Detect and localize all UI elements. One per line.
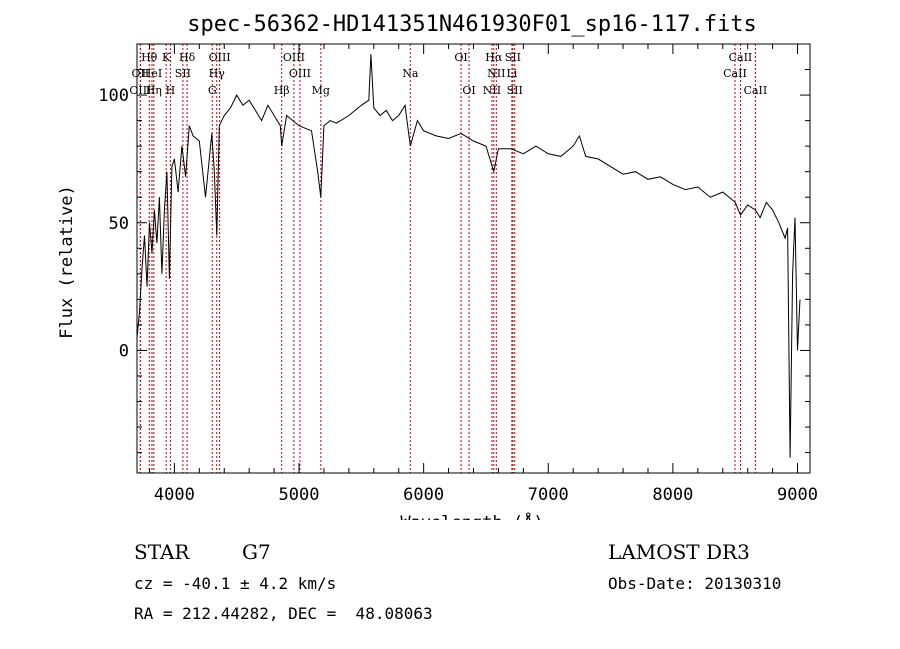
- x-tick-label: 4000: [154, 485, 195, 505]
- object-class: STAR: [134, 540, 190, 564]
- line-label-SII: SII: [505, 51, 521, 64]
- x-tick-label: 6000: [403, 485, 444, 505]
- spectrum-chart: spec-56362-HD141351N461930F01_sp16-117.f…: [57, 12, 818, 520]
- line-label-CaII: CaII: [744, 84, 768, 97]
- line-label-SII: SII: [507, 84, 523, 97]
- x-tick-label: 7000: [528, 485, 569, 505]
- x-axis-label: Wavelength (Å): [400, 511, 543, 520]
- line-label-H: H: [166, 84, 176, 97]
- y-axis-ticks: 0 50 100: [98, 43, 810, 454]
- line-label-Hδ: Hδ: [179, 51, 196, 64]
- line-label-Mg: Mg: [312, 84, 330, 97]
- line-label-CaII: CaII: [729, 51, 753, 64]
- line-label-OI: OI: [454, 51, 467, 64]
- line-label-Hθ: Hθ: [141, 51, 158, 64]
- x-axis-ticks: 4000 5000 6000 7000 8000 9000: [148, 44, 818, 505]
- survey-name: LAMOST DR3: [608, 540, 750, 564]
- line-label-OIII: OIII: [129, 84, 151, 97]
- chart-title: spec-56362-HD141351N461930F01_sp16-117.f…: [187, 12, 757, 37]
- coordinates-info: RA = 212.44282, DEC = 48.08063: [134, 604, 433, 623]
- emission-line-markers: [139, 44, 756, 473]
- plot-frame: [136, 43, 811, 474]
- y-tick-label: 50: [109, 214, 129, 234]
- line-label-Li: Li: [506, 67, 517, 80]
- line-label-HeI: HeI: [142, 67, 162, 80]
- spectrum-series-line: [136, 54, 801, 458]
- y-tick-label: 0: [119, 341, 129, 361]
- y-axis-label: Flux (relative): [57, 185, 77, 339]
- line-label-OI: OI: [462, 84, 475, 97]
- line-label-OIII: OIII: [289, 67, 311, 80]
- x-tick-label: 5000: [279, 485, 320, 505]
- line-label-OIII: OIII: [283, 51, 305, 64]
- y-tick-label: 100: [98, 86, 129, 106]
- line-label-SII: SII: [175, 67, 191, 80]
- line-label-OIII: OIII: [209, 51, 231, 64]
- line-label-Hβ: Hβ: [274, 84, 290, 97]
- line-label-G: G: [208, 84, 217, 97]
- line-label-Hη: Hη: [146, 84, 162, 97]
- line-label-Hα: Hα: [485, 51, 503, 64]
- line-label-Hγ: Hγ: [209, 67, 226, 80]
- line-label-K: K: [162, 51, 171, 64]
- x-tick-label: 8000: [652, 485, 693, 505]
- line-label-NII: NII: [483, 84, 501, 97]
- observation-date: Obs-Date: 20130310: [608, 574, 782, 593]
- line-label-NII: NII: [487, 67, 505, 80]
- object-subclass: G7: [242, 540, 271, 564]
- line-label-Na: Na: [402, 67, 419, 80]
- line-label-OII: OII: [132, 67, 150, 80]
- x-tick-label: 9000: [777, 485, 818, 505]
- redshift-info: cz = -40.1 ± 4.2 km/s: [134, 574, 337, 593]
- line-label-CaII: CaII: [723, 67, 747, 80]
